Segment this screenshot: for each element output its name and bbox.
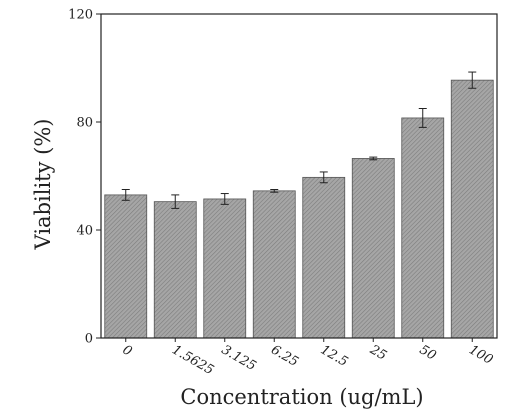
- bar-3.125: [204, 199, 246, 338]
- bar-12.5: [303, 177, 345, 338]
- bar-1.5625: [154, 202, 196, 338]
- y-axis: 0 40 80 120: [68, 8, 101, 347]
- x-tick-label-0: 0: [120, 342, 135, 359]
- bar-25: [352, 158, 394, 338]
- x-axis: 0 1.56253.125 6.25 12.5 25 50 100: [120, 338, 496, 378]
- x-tick-label-100: 100: [466, 342, 495, 367]
- y-tick-label-0: 0: [85, 332, 93, 347]
- y-tick-label-40: 40: [76, 224, 93, 239]
- y-tick-label-120: 120: [68, 8, 93, 23]
- x-tick-label-25: 25: [366, 342, 389, 364]
- y-tick-label-80: 80: [76, 116, 93, 131]
- x-tick-label-12.5: 12.5: [318, 342, 351, 369]
- x-tick-label-3.125: 3.125: [219, 342, 259, 374]
- bar-6.25: [253, 191, 295, 338]
- x-tick-label-50: 50: [417, 342, 439, 363]
- bar-0: [105, 195, 147, 338]
- bar-50: [402, 118, 444, 338]
- bar-100: [451, 80, 493, 338]
- x-axis-title: Concentration (ug/mL): [180, 385, 423, 409]
- bars-group: [105, 80, 494, 338]
- x-tick-label-6.25: 6.25: [268, 342, 301, 369]
- x-tick-label-1.5625: 1.5625: [169, 342, 216, 378]
- y-axis-title: Viability (%): [31, 119, 55, 251]
